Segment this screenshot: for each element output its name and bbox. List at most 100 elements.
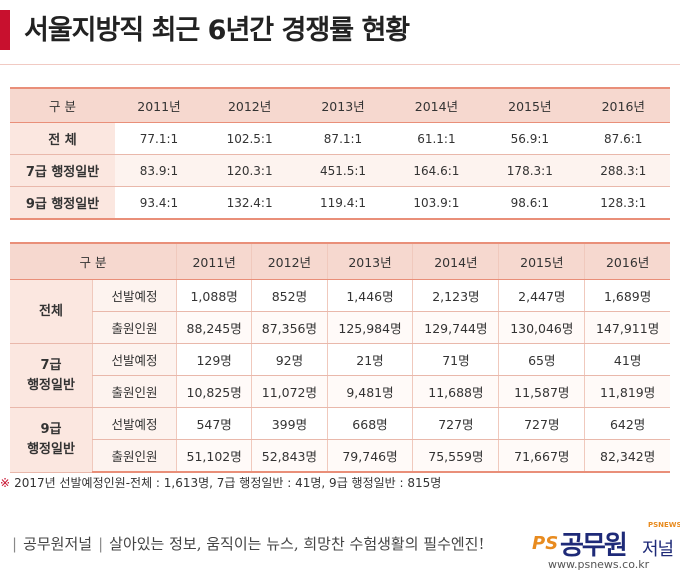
cell: 727명 [498,407,585,440]
table-row: 출원인원 10,825명 11,072명 9,481명 11,688명 11,5… [10,375,670,408]
header-year: 2014년 [412,242,499,280]
table-row: 7급 행정일반 선발예정 129명 92명 21명 71명 65명 41명 [10,343,670,408]
competition-rate-table: 구 분 2011년 2012년 2013년 2014년 2015년 2016년 … [10,87,670,220]
footnote: ※ 2017년 선발예정인원-전체 : 1,613명, 7급 행정일반 : 41명… [0,474,441,491]
site-url: www.psnews.co.kr [548,558,650,571]
cell: 119.4:1 [296,186,390,220]
logo-sub: 저널 [642,539,674,560]
sub-label: 선발예정 [92,343,177,376]
cell: 2,123명 [412,279,499,312]
sub-label: 출원인원 [92,375,177,408]
cell: 51,102명 [175,439,252,473]
header-year: 2011년 [175,242,252,280]
table-row: 9급 행정일반 93.4:1 132.4:1 119.4:1 103.9:1 9… [10,186,670,220]
cell: 2,447명 [498,279,585,312]
cell: 178.3:1 [483,154,577,187]
cell: 642명 [584,407,670,440]
cell: 88,245명 [175,311,252,344]
cell: 21명 [326,343,413,376]
cell: 147,911명 [584,311,670,344]
group-label: 9급 행정일반 [10,407,93,473]
header-year: 2015년 [498,242,585,280]
cell: 120.3:1 [202,154,297,187]
header-year: 2014년 [389,87,484,123]
sub-label: 선발예정 [92,407,177,440]
cell: 1,446명 [326,279,413,312]
sub-label: 선발예정 [92,279,177,312]
cell: 10,825명 [175,375,252,408]
cell: 11,819명 [584,375,670,408]
cell: 87,356명 [251,311,328,344]
cell: 132.4:1 [202,186,297,220]
cell: 288.3:1 [576,154,670,187]
cell: 52,843명 [251,439,328,473]
table-row: 전체 선발예정 1,088명 852명 1,446명 2,123명 2,447명… [10,279,670,344]
header-category: 구 분 [10,242,177,280]
cell: 11,587명 [498,375,585,408]
cell: 164.6:1 [389,154,484,187]
header-year: 2016년 [576,87,670,123]
cell: 82,342명 [584,439,670,473]
cell: 852명 [251,279,328,312]
header-year: 2012년 [251,242,328,280]
cell: 79,746명 [326,439,413,473]
group-label: 전체 [10,279,93,344]
cell: 668명 [326,407,413,440]
cell: 11,072명 [251,375,328,408]
title-accent-bar [0,10,10,50]
cell: 1,689명 [584,279,670,312]
brand-logo: PS 공무원 PSNEWS 저널 [532,521,680,565]
cell: 102.5:1 [202,122,297,155]
cell: 83.9:1 [115,154,203,187]
table-row: 9급 행정일반 선발예정 547명 399명 668명 727명 727명 64… [10,407,670,473]
logo-ps: PS [532,533,559,554]
cell: 87.1:1 [296,122,390,155]
table-row: 전 체 77.1:1 102.5:1 87.1:1 61.1:1 56.9:1 … [10,122,670,155]
cell: 92명 [251,343,328,376]
title-divider [0,64,680,65]
cell: 130,046명 [498,311,585,344]
note-mark: ※ [0,476,11,490]
group-label: 7급 행정일반 [10,343,93,408]
cell: 103.9:1 [389,186,484,220]
cell: 727명 [412,407,499,440]
cell: 93.4:1 [115,186,203,220]
page-title: 서울지방직 최근 6년간 경쟁률 현황 [24,15,410,46]
sub-label: 출원인원 [92,439,177,473]
cell: 65명 [498,343,585,376]
footer: | 공무원저널 | 살아있는 정보, 움직이는 뉴스, 희망찬 수험생활의 필수엔진!… [0,521,680,575]
table-header-row: 구 분 2011년 2012년 2013년 2014년 2015년 2016년 [10,87,670,123]
table-header-row: 구 분 2011년 2012년 2013년 2014년 2015년 2016년 [10,242,670,280]
cell: 1,088명 [175,279,252,312]
footer-brand: 공무원저널 [23,535,93,553]
header-category: 구 분 [10,87,115,123]
header-year: 2016년 [584,242,670,280]
cell: 56.9:1 [483,122,577,155]
applicants-table: 구 분 2011년 2012년 2013년 2014년 2015년 2016년 … [10,242,670,473]
table-row: 출원인원 88,245명 87,356명 125,984명 129,744명 1… [10,311,670,344]
cell: 9,481명 [326,375,413,408]
header-year: 2015년 [483,87,577,123]
cell: 87.6:1 [576,122,670,155]
cell: 399명 [251,407,328,440]
row-label: 전 체 [10,122,115,155]
cell: 61.1:1 [389,122,484,155]
header-year: 2013년 [326,242,413,280]
cell: 71,667명 [498,439,585,473]
divider: | [98,535,104,553]
cell: 125,984명 [326,311,413,344]
cell: 41명 [584,343,670,376]
footer-slogan: 살아있는 정보, 움직이는 뉴스, 희망찬 수험생활의 필수엔진! [109,535,485,553]
cell: 11,688명 [412,375,499,408]
cell: 129,744명 [412,311,499,344]
cell: 128.3:1 [576,186,670,220]
divider: | [12,535,18,553]
cell: 77.1:1 [115,122,203,155]
cell: 451.5:1 [296,154,390,187]
cell: 547명 [175,407,252,440]
cell: 129명 [175,343,252,376]
logo-tag: PSNEWS [648,521,680,529]
header-year: 2012년 [202,87,297,123]
header-year: 2011년 [115,87,203,123]
sub-label: 출원인원 [92,311,177,344]
